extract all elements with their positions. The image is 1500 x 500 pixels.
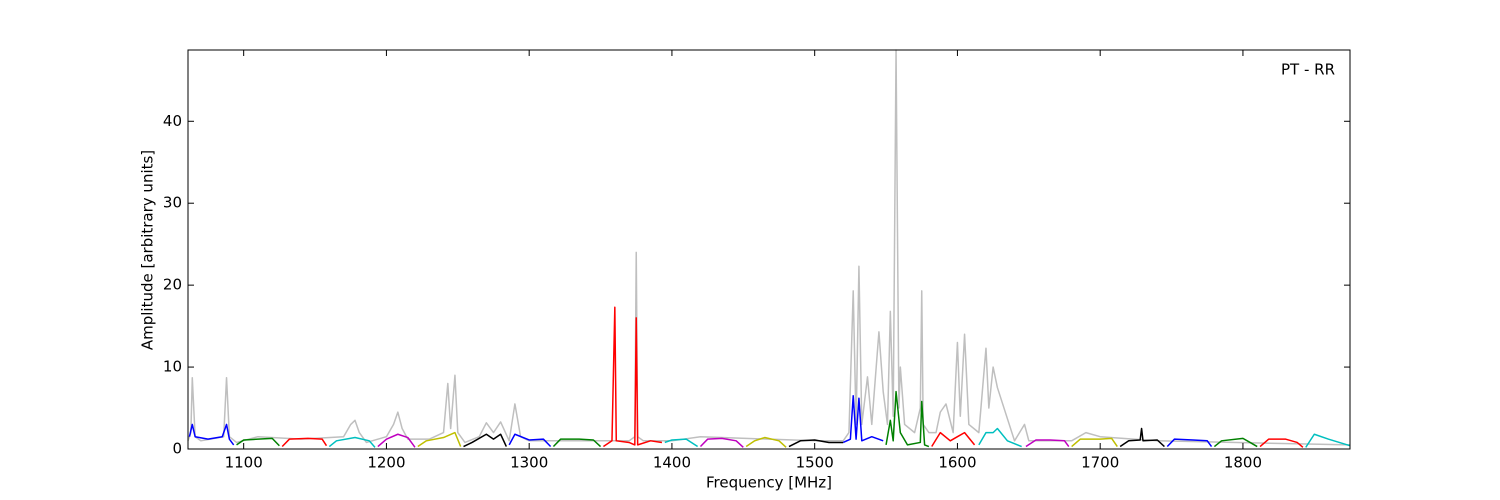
y-tick-label: 0 (172, 440, 182, 458)
x-tick-label: 1800 (1224, 454, 1262, 472)
spectrum-line (699, 437, 744, 448)
spectrum-line (1025, 439, 1070, 448)
spectrum-line (236, 437, 280, 447)
y-tick-label: 30 (163, 194, 182, 212)
spectrum-line (1071, 437, 1118, 448)
y-tick-label: 20 (163, 276, 182, 294)
spectrum-line (552, 438, 602, 448)
spectrum-line (463, 433, 508, 448)
x-tick-label: 1100 (225, 454, 263, 472)
plot-frame (187, 49, 1351, 450)
spectrum-line (602, 306, 663, 448)
x-tick-label: 1300 (510, 454, 548, 472)
spectrum-line (745, 436, 787, 448)
spectrum-line (931, 431, 976, 447)
spectrum-line (377, 433, 416, 448)
spectrum-line (978, 427, 1022, 448)
spectrum-line (1213, 437, 1258, 448)
y-axis-label: Amplitude [arbitrary units] (139, 150, 157, 350)
y-tick-label: 10 (163, 358, 182, 376)
spectrum-line (188, 423, 235, 446)
spectrum-line (328, 436, 376, 448)
spectrum-line (1166, 438, 1213, 448)
x-tick-label: 1400 (653, 454, 691, 472)
y-tick-label: 40 (163, 112, 182, 130)
spectrum-line (281, 437, 328, 448)
x-tick-label: 1200 (367, 454, 405, 472)
x-tick-label: 1700 (1081, 454, 1119, 472)
annotation: PT - RR (1281, 61, 1335, 79)
spectrum-line (842, 395, 884, 444)
spectrum-line (508, 433, 552, 448)
x-tick-label: 1500 (796, 454, 834, 472)
spectrum-line (885, 390, 930, 448)
spectrum-line (1305, 433, 1351, 448)
spectrum-line (664, 438, 699, 448)
x-tick-label: 1600 (938, 454, 976, 472)
x-axis-label: Frequency [MHz] (706, 474, 832, 492)
spectrum-line (417, 431, 462, 448)
spectrum-line (1259, 438, 1304, 448)
spectrum-line (187, 49, 1351, 446)
spectrum-line (788, 439, 844, 448)
spectrum-line (1119, 427, 1165, 448)
